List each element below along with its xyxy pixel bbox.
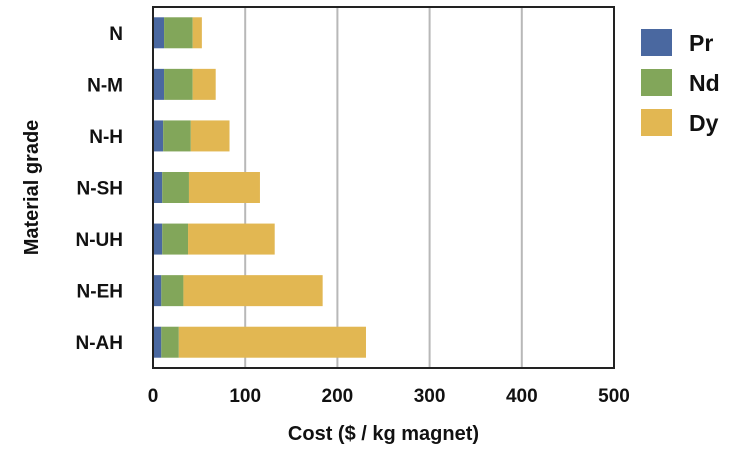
bar-N-H-Dy xyxy=(190,120,230,152)
legend-label-Pr: Pr xyxy=(689,30,713,56)
x-tick-labels: 0 100 200 300 400 500 xyxy=(148,386,630,407)
bar-N-Pr xyxy=(153,17,165,49)
plot-frame xyxy=(152,6,615,369)
x-tick-label: 200 xyxy=(322,386,354,407)
bar-N-UH-Pr xyxy=(153,223,163,255)
bar-N-AH-Pr xyxy=(153,326,162,358)
bar-N-H-Nd xyxy=(163,120,191,152)
y-tick-label: N-AH xyxy=(76,333,124,354)
bar-N-Dy xyxy=(192,17,202,49)
y-tick-label: N-H xyxy=(89,127,123,148)
bar-N-AH-Nd xyxy=(161,326,179,358)
bar-N-SH-Pr xyxy=(153,172,163,203)
bar-N-H-Pr xyxy=(153,120,164,152)
bar-N-AH-Dy xyxy=(178,326,366,358)
x-tick-label: 400 xyxy=(506,386,538,407)
bar-N-UH-Dy xyxy=(188,223,275,255)
x-axis-title: Cost ($ / kg magnet) xyxy=(288,423,479,445)
bar-N-Nd xyxy=(164,17,193,49)
bar-N-UH-Nd xyxy=(162,223,189,255)
x-tick-label: 300 xyxy=(414,386,446,407)
y-tick-label: N-M xyxy=(87,75,123,96)
grid-layer xyxy=(244,7,523,368)
legend-swatch-Dy xyxy=(641,109,672,136)
x-tick-label: 100 xyxy=(229,386,261,407)
legend-label-Nd: Nd xyxy=(689,70,720,96)
y-tick-label: N-UH xyxy=(76,230,124,251)
bar-N-M-Dy xyxy=(192,68,216,100)
x-tick-label: 0 xyxy=(148,386,159,407)
bar-N-EH-Dy xyxy=(183,275,323,307)
legend-swatch-Pr xyxy=(641,29,672,56)
y-tick-labels: N N-M N-H N-SH N-UH N-EH N-AH xyxy=(76,24,124,354)
legend: Pr Nd Dy xyxy=(641,29,720,136)
y-tick-label: N-SH xyxy=(77,179,123,200)
legend-label-Dy: Dy xyxy=(689,110,719,136)
bar-layer xyxy=(153,17,366,358)
bar-N-M-Nd xyxy=(164,68,193,100)
bar-N-EH-Nd xyxy=(161,275,184,307)
bar-N-SH-Nd xyxy=(162,172,189,203)
y-tick-label: N-EH xyxy=(77,282,123,303)
legend-swatch-Nd xyxy=(641,69,672,96)
bar-N-M-Pr xyxy=(153,68,165,100)
bar-N-EH-Pr xyxy=(153,275,162,307)
y-axis-title: Material grade xyxy=(21,120,43,256)
y-tick-label: N xyxy=(109,24,123,45)
x-tick-label: 500 xyxy=(598,386,630,407)
bar-N-SH-Dy xyxy=(188,172,260,203)
